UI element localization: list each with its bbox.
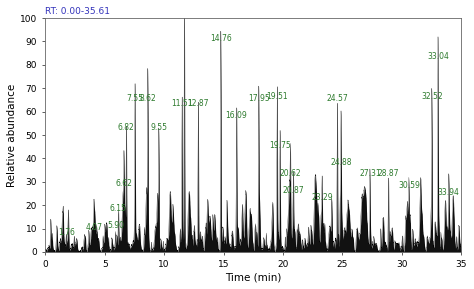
Text: 24.88: 24.88 <box>330 158 352 166</box>
Text: 30.59: 30.59 <box>398 181 420 190</box>
Text: 12.87: 12.87 <box>188 99 209 108</box>
Text: 23.29: 23.29 <box>311 193 333 202</box>
Text: 9.55: 9.55 <box>150 123 167 131</box>
Text: 11.51: 11.51 <box>172 99 193 108</box>
Text: 32.52: 32.52 <box>421 92 443 101</box>
Text: 6.62: 6.62 <box>116 179 132 188</box>
Text: 16.09: 16.09 <box>226 111 247 120</box>
Text: 33.04: 33.04 <box>427 52 449 61</box>
Text: 7.55: 7.55 <box>127 95 144 103</box>
X-axis label: Time (min): Time (min) <box>225 272 282 282</box>
Text: 14.76: 14.76 <box>210 34 232 43</box>
Text: 33.94: 33.94 <box>438 188 460 197</box>
Text: 27.31: 27.31 <box>359 169 381 178</box>
Text: 19.75: 19.75 <box>269 141 291 150</box>
Text: 4.07: 4.07 <box>85 223 102 232</box>
Text: 6.82: 6.82 <box>118 123 135 131</box>
Text: 19.51: 19.51 <box>266 92 288 101</box>
Text: 5.90: 5.90 <box>107 221 124 230</box>
Text: 17.95: 17.95 <box>248 95 270 103</box>
Text: 20.87: 20.87 <box>283 186 304 195</box>
Text: 11.70: 11.70 <box>173 5 195 15</box>
Y-axis label: Relative abundance: Relative abundance <box>7 84 17 187</box>
Text: 6.15: 6.15 <box>110 204 127 213</box>
Text: 8.62: 8.62 <box>139 95 156 103</box>
Text: RT: 0.00-35.61: RT: 0.00-35.61 <box>46 7 110 16</box>
Text: 1.76: 1.76 <box>58 228 75 237</box>
Text: 20.62: 20.62 <box>280 169 301 178</box>
Text: 24.57: 24.57 <box>327 95 348 103</box>
Text: 28.87: 28.87 <box>378 169 399 178</box>
